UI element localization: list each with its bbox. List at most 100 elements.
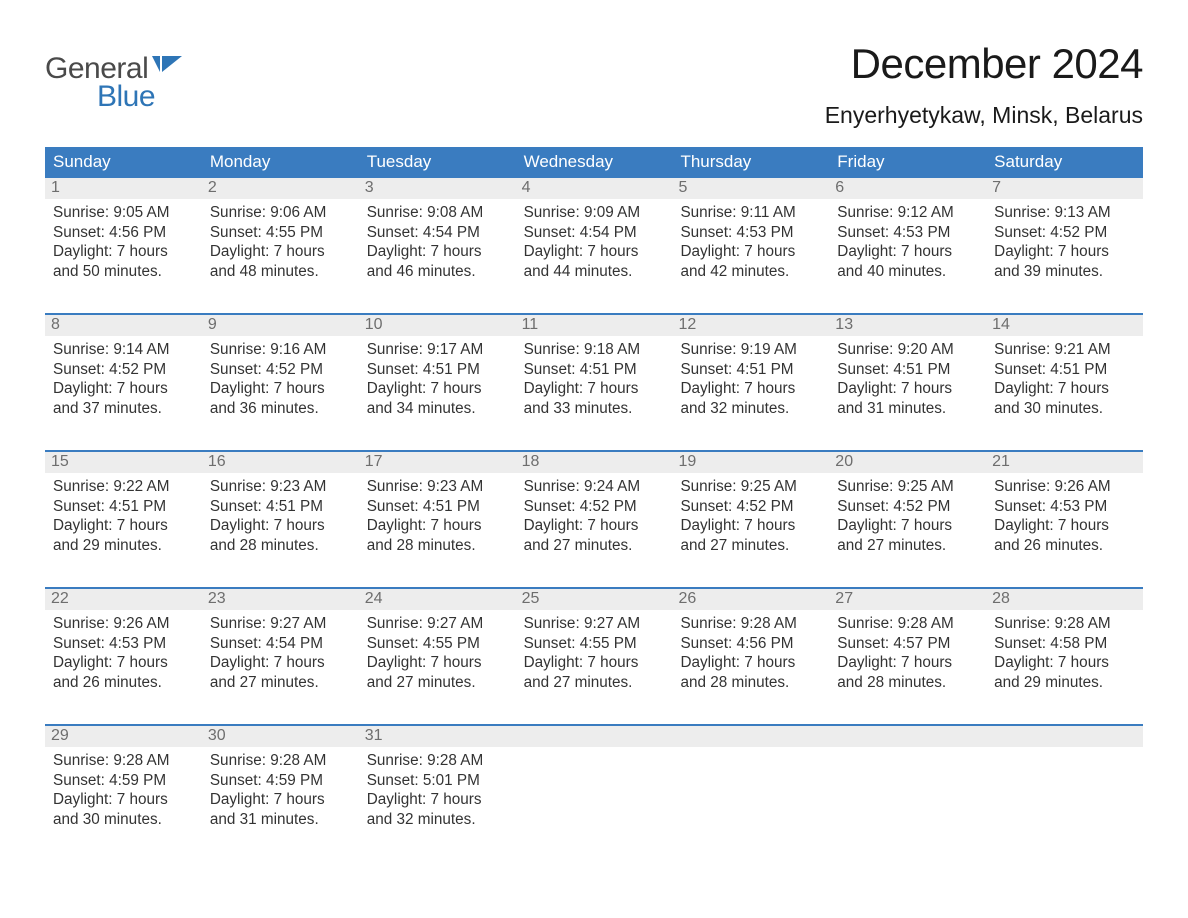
week-block: 1234567Sunrise: 9:05 AMSunset: 4:56 PMDa… <box>45 178 1143 297</box>
date-cell: 9 <box>202 315 359 336</box>
date-cell: 8 <box>45 315 202 336</box>
date-cell: 1 <box>45 178 202 199</box>
day-content: Sunrise: 9:12 AMSunset: 4:53 PMDaylight:… <box>829 199 986 297</box>
date-cell: 31 <box>359 726 516 747</box>
day-header-sat: Saturday <box>986 147 1143 178</box>
content-row: Sunrise: 9:22 AMSunset: 4:51 PMDaylight:… <box>45 473 1143 571</box>
day-content: Sunrise: 9:08 AMSunset: 4:54 PMDaylight:… <box>359 199 516 297</box>
weeks-container: 1234567Sunrise: 9:05 AMSunset: 4:56 PMDa… <box>45 178 1143 845</box>
date-cell: 17 <box>359 452 516 473</box>
day-content: Sunrise: 9:20 AMSunset: 4:51 PMDaylight:… <box>829 336 986 434</box>
day-content: Sunrise: 9:25 AMSunset: 4:52 PMDaylight:… <box>829 473 986 571</box>
date-cell <box>516 726 673 747</box>
date-cell: 13 <box>829 315 986 336</box>
date-cell: 26 <box>672 589 829 610</box>
day-content: Sunrise: 9:24 AMSunset: 4:52 PMDaylight:… <box>516 473 673 571</box>
date-cell: 19 <box>672 452 829 473</box>
day-header-thu: Thursday <box>672 147 829 178</box>
day-content <box>516 747 673 845</box>
day-content: Sunrise: 9:28 AMSunset: 4:57 PMDaylight:… <box>829 610 986 708</box>
day-content: Sunrise: 9:05 AMSunset: 4:56 PMDaylight:… <box>45 199 202 297</box>
date-cell: 18 <box>516 452 673 473</box>
date-cell: 11 <box>516 315 673 336</box>
date-cell: 14 <box>986 315 1143 336</box>
day-content: Sunrise: 9:28 AMSunset: 4:59 PMDaylight:… <box>45 747 202 845</box>
day-content: Sunrise: 9:23 AMSunset: 4:51 PMDaylight:… <box>202 473 359 571</box>
content-row: Sunrise: 9:28 AMSunset: 4:59 PMDaylight:… <box>45 747 1143 845</box>
day-header-sun: Sunday <box>45 147 202 178</box>
date-row: 22232425262728 <box>45 589 1143 610</box>
date-cell: 25 <box>516 589 673 610</box>
day-content: Sunrise: 9:11 AMSunset: 4:53 PMDaylight:… <box>672 199 829 297</box>
day-content: Sunrise: 9:28 AMSunset: 4:58 PMDaylight:… <box>986 610 1143 708</box>
date-cell <box>829 726 986 747</box>
day-content: Sunrise: 9:22 AMSunset: 4:51 PMDaylight:… <box>45 473 202 571</box>
day-content: Sunrise: 9:27 AMSunset: 4:55 PMDaylight:… <box>516 610 673 708</box>
content-row: Sunrise: 9:26 AMSunset: 4:53 PMDaylight:… <box>45 610 1143 708</box>
day-content: Sunrise: 9:06 AMSunset: 4:55 PMDaylight:… <box>202 199 359 297</box>
date-cell: 20 <box>829 452 986 473</box>
date-cell: 21 <box>986 452 1143 473</box>
day-header-tue: Tuesday <box>359 147 516 178</box>
date-cell: 3 <box>359 178 516 199</box>
day-header-wed: Wednesday <box>516 147 673 178</box>
header: General Blue December 2024 Enyerhyetykaw… <box>45 40 1143 141</box>
week-block: 891011121314Sunrise: 9:14 AMSunset: 4:52… <box>45 315 1143 434</box>
month-title: December 2024 <box>825 40 1143 88</box>
day-content: Sunrise: 9:27 AMSunset: 4:54 PMDaylight:… <box>202 610 359 708</box>
day-content: Sunrise: 9:21 AMSunset: 4:51 PMDaylight:… <box>986 336 1143 434</box>
week-block: 15161718192021Sunrise: 9:22 AMSunset: 4:… <box>45 452 1143 571</box>
day-header-fri: Friday <box>829 147 986 178</box>
date-cell: 28 <box>986 589 1143 610</box>
day-content <box>672 747 829 845</box>
week-block: 22232425262728Sunrise: 9:26 AMSunset: 4:… <box>45 589 1143 708</box>
date-cell: 27 <box>829 589 986 610</box>
day-content <box>829 747 986 845</box>
day-content: Sunrise: 9:28 AMSunset: 5:01 PMDaylight:… <box>359 747 516 845</box>
day-content: Sunrise: 9:18 AMSunset: 4:51 PMDaylight:… <box>516 336 673 434</box>
date-cell: 29 <box>45 726 202 747</box>
day-content: Sunrise: 9:14 AMSunset: 4:52 PMDaylight:… <box>45 336 202 434</box>
date-cell <box>986 726 1143 747</box>
day-content: Sunrise: 9:26 AMSunset: 4:53 PMDaylight:… <box>45 610 202 708</box>
date-cell: 23 <box>202 589 359 610</box>
date-cell: 4 <box>516 178 673 199</box>
day-content: Sunrise: 9:28 AMSunset: 4:59 PMDaylight:… <box>202 747 359 845</box>
content-row: Sunrise: 9:14 AMSunset: 4:52 PMDaylight:… <box>45 336 1143 434</box>
date-row: 1234567 <box>45 178 1143 199</box>
day-content: Sunrise: 9:19 AMSunset: 4:51 PMDaylight:… <box>672 336 829 434</box>
day-content: Sunrise: 9:26 AMSunset: 4:53 PMDaylight:… <box>986 473 1143 571</box>
day-header-mon: Monday <box>202 147 359 178</box>
date-row: 293031 <box>45 726 1143 747</box>
date-cell: 30 <box>202 726 359 747</box>
date-cell: 2 <box>202 178 359 199</box>
day-content: Sunrise: 9:27 AMSunset: 4:55 PMDaylight:… <box>359 610 516 708</box>
date-cell <box>672 726 829 747</box>
date-cell: 16 <box>202 452 359 473</box>
day-content: Sunrise: 9:13 AMSunset: 4:52 PMDaylight:… <box>986 199 1143 297</box>
date-cell: 6 <box>829 178 986 199</box>
location: Enyerhyetykaw, Minsk, Belarus <box>825 102 1143 129</box>
date-row: 891011121314 <box>45 315 1143 336</box>
day-header-row: Sunday Monday Tuesday Wednesday Thursday… <box>45 147 1143 178</box>
date-cell: 12 <box>672 315 829 336</box>
flag-icon <box>152 56 182 78</box>
date-row: 15161718192021 <box>45 452 1143 473</box>
day-content: Sunrise: 9:09 AMSunset: 4:54 PMDaylight:… <box>516 199 673 297</box>
logo: General Blue <box>45 52 182 114</box>
date-cell: 22 <box>45 589 202 610</box>
date-cell: 24 <box>359 589 516 610</box>
logo-word2: Blue <box>45 80 182 114</box>
day-content: Sunrise: 9:17 AMSunset: 4:51 PMDaylight:… <box>359 336 516 434</box>
day-content: Sunrise: 9:25 AMSunset: 4:52 PMDaylight:… <box>672 473 829 571</box>
date-cell: 5 <box>672 178 829 199</box>
title-block: December 2024 Enyerhyetykaw, Minsk, Bela… <box>825 40 1143 141</box>
day-content: Sunrise: 9:28 AMSunset: 4:56 PMDaylight:… <box>672 610 829 708</box>
day-content: Sunrise: 9:16 AMSunset: 4:52 PMDaylight:… <box>202 336 359 434</box>
date-cell: 15 <box>45 452 202 473</box>
day-content: Sunrise: 9:23 AMSunset: 4:51 PMDaylight:… <box>359 473 516 571</box>
week-block: 293031Sunrise: 9:28 AMSunset: 4:59 PMDay… <box>45 726 1143 845</box>
content-row: Sunrise: 9:05 AMSunset: 4:56 PMDaylight:… <box>45 199 1143 297</box>
day-content <box>986 747 1143 845</box>
calendar: Sunday Monday Tuesday Wednesday Thursday… <box>45 147 1143 845</box>
